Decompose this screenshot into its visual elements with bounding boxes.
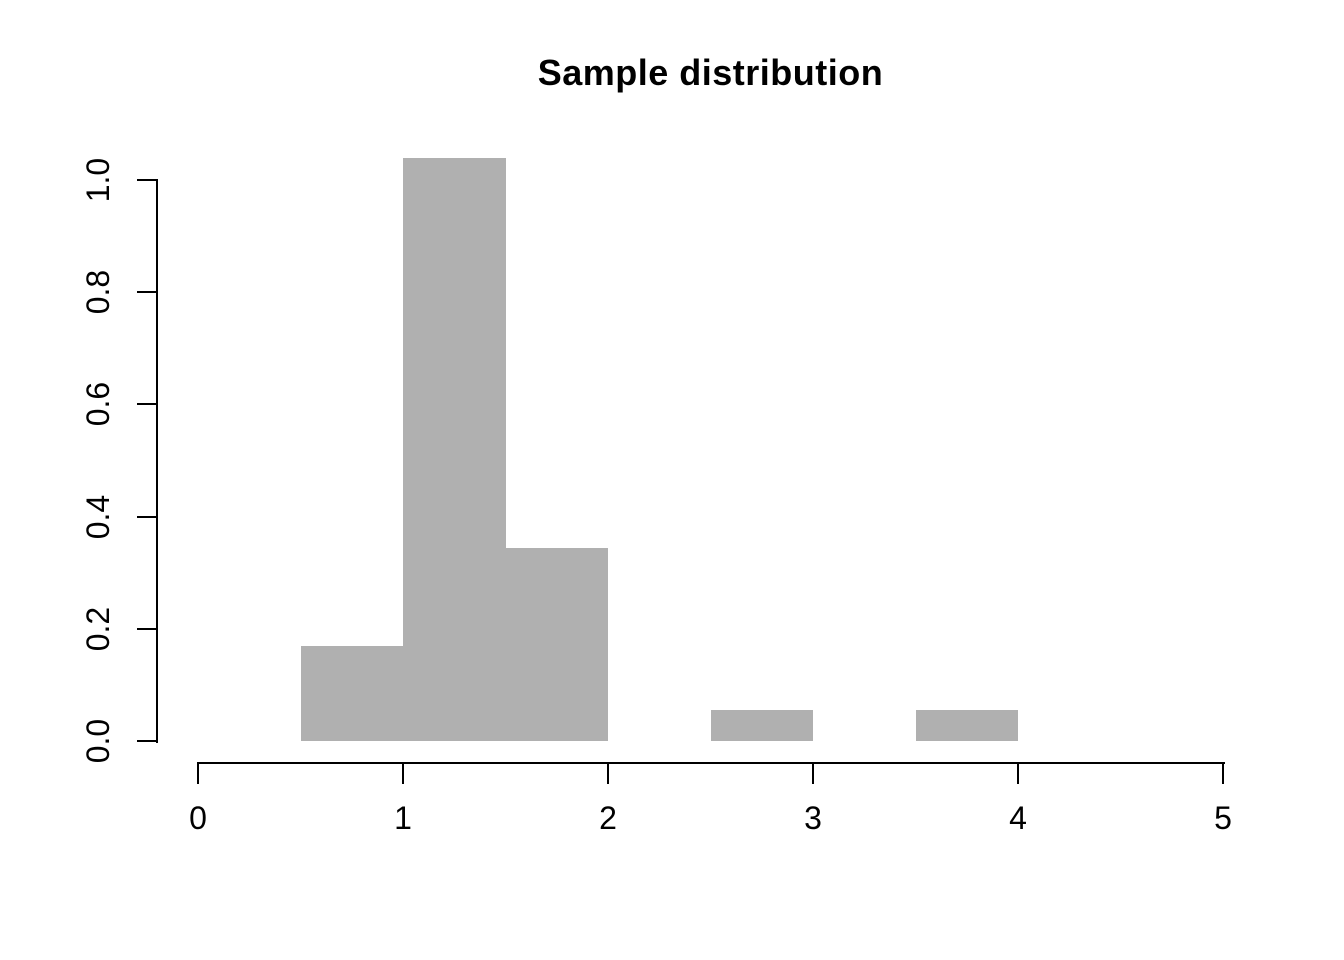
x-tick-label: 0 — [189, 800, 207, 836]
histogram-bar — [403, 157, 506, 741]
y-tick — [137, 740, 157, 742]
histogram-bar — [300, 645, 403, 741]
histogram-bar — [915, 710, 1018, 741]
y-tick — [137, 403, 157, 406]
y-tick — [137, 627, 157, 630]
histogram-bar — [710, 710, 813, 741]
y-axis-line — [156, 179, 158, 743]
x-axis-line — [197, 762, 1225, 764]
histogram-bar — [505, 548, 608, 741]
y-tick-label: 1.0 — [80, 157, 116, 203]
x-tick-label: 1 — [394, 800, 412, 836]
y-tick — [137, 179, 157, 181]
x-tick-label: 5 — [1214, 800, 1232, 836]
y-tick — [137, 291, 157, 294]
x-tick — [1017, 762, 1019, 784]
x-tick-label: 2 — [599, 800, 617, 836]
x-tick — [197, 762, 199, 784]
chart-title: Sample distribution — [537, 52, 884, 93]
x-tick-label: 4 — [1009, 800, 1027, 836]
x-tick — [607, 762, 609, 784]
x-tick — [812, 762, 814, 784]
y-tick — [137, 515, 157, 518]
x-tick — [402, 762, 404, 784]
x-tick-label: 3 — [804, 800, 822, 836]
x-tick — [1222, 762, 1224, 784]
